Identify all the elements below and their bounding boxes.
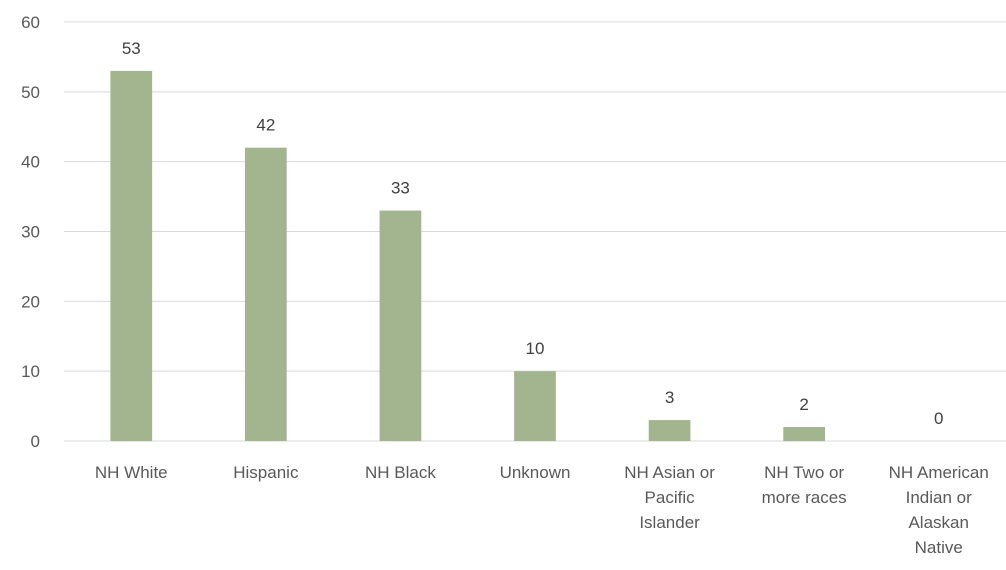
x-category-label: Hispanic (233, 463, 299, 482)
data-label: 10 (526, 339, 545, 358)
data-label: 33 (391, 179, 410, 198)
bar (648, 420, 691, 441)
bar (783, 427, 826, 441)
data-label: 3 (665, 388, 674, 407)
y-tick-label: 0 (31, 432, 40, 451)
bar (514, 371, 556, 441)
data-label: 0 (934, 409, 943, 428)
x-category-label: NH Two or more races (762, 463, 847, 507)
x-axis-category-labels: NH White Hispanic NH Black Unknown NH Asian … (95, 463, 989, 557)
bar (110, 70, 153, 441)
y-tick-label: 10 (21, 362, 40, 381)
bar (244, 147, 287, 441)
data-label: 53 (122, 39, 141, 58)
y-axis-tick-labels: 0 10 20 30 40 50 60 (21, 13, 40, 451)
x-category-label: NH American Indian or Alaskan Native (889, 463, 989, 557)
data-labels: 53 42 33 10 3 2 0 (122, 39, 944, 428)
y-tick-label: 30 (21, 223, 40, 242)
data-label: 42 (256, 116, 275, 135)
y-tick-label: 60 (21, 13, 40, 32)
x-category-label: Unknown (500, 463, 571, 482)
x-category-label: NH Asian or Pacific Islander (624, 463, 715, 532)
data-label: 2 (799, 395, 808, 414)
x-category-label: NH White (95, 463, 168, 482)
gridlines (64, 21, 1006, 442)
y-tick-label: 20 (21, 292, 40, 311)
x-category-label: NH Black (365, 463, 436, 482)
y-tick-label: 40 (21, 153, 40, 172)
bars (110, 70, 826, 441)
bar (379, 210, 422, 441)
y-tick-label: 50 (21, 83, 40, 102)
